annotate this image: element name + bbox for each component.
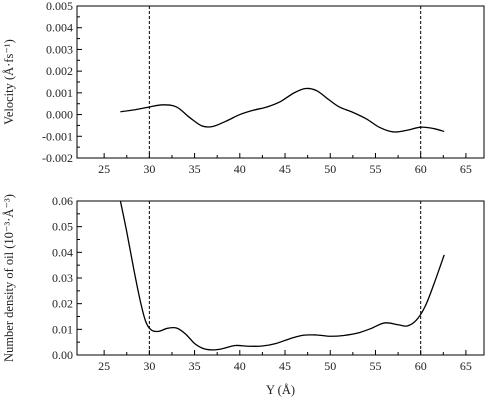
velocity-x-tick-label-3: 40 bbox=[234, 162, 246, 176]
density-series-line bbox=[119, 200, 445, 351]
density-x-tick-label-8: 65 bbox=[460, 359, 472, 373]
velocity-y-tick-label-6: 0.004 bbox=[46, 21, 73, 35]
velocity-x-tick-label-7: 60 bbox=[415, 162, 427, 176]
density-vlines bbox=[148, 201, 422, 355]
velocity-x-tick-label-0: 25 bbox=[98, 162, 110, 176]
density-panel: 25 30 35 40 45 50 55 60 65 0.000.010.020.030.040… bbox=[2, 194, 485, 397]
density-x-tick-label-2: 35 bbox=[189, 359, 201, 373]
density-x-tick-label-6: 55 bbox=[369, 359, 381, 373]
velocity-y-ticks: -0.002 -0.001 0.000 0.001 0.002 0.003 0.004 0.0… bbox=[42, 0, 82, 165]
velocity-y-axis-label: Velocity (Å·fs⁻¹) bbox=[2, 39, 16, 125]
velocity-x-ticks: 25 30 35 40 45 50 55 60 65 bbox=[98, 153, 472, 176]
density-x-ticks: 25 30 35 40 45 50 55 60 65 bbox=[98, 350, 472, 373]
velocity-x-tick-label-4: 45 bbox=[279, 162, 291, 176]
velocity-y-tick-label-0: -0.002 bbox=[42, 151, 73, 165]
velocity-y-tick-label-4: 0.002 bbox=[46, 64, 73, 78]
velocity-plot-frame bbox=[76, 5, 485, 159]
velocity-y-tick-label-3: 0.001 bbox=[46, 86, 73, 100]
density-x-tick-label-0: 25 bbox=[98, 359, 110, 373]
density-x-tick-label-3: 40 bbox=[234, 359, 246, 373]
velocity-x-tick-label-5: 50 bbox=[324, 162, 336, 176]
density-x-tick-label-7: 60 bbox=[415, 359, 427, 373]
velocity-x-tick-label-1: 30 bbox=[143, 162, 155, 176]
density-y-tick-label-5: 0.05 bbox=[52, 220, 73, 234]
density-plot-frame bbox=[76, 200, 485, 356]
velocity-vlines bbox=[148, 6, 422, 158]
velocity-x-tick-label-2: 35 bbox=[189, 162, 201, 176]
density-y-tick-label-6: 0.06 bbox=[52, 194, 73, 208]
density-x-tick-label-5: 50 bbox=[324, 359, 336, 373]
density-y-tick-label-4: 0.04 bbox=[52, 245, 73, 259]
density-x-tick-label-4: 45 bbox=[279, 359, 291, 373]
velocity-x-tick-label-6: 55 bbox=[369, 162, 381, 176]
velocity-y-tick-label-1: -0.001 bbox=[42, 129, 73, 143]
density-y-tick-label-1: 0.01 bbox=[52, 322, 73, 336]
density-x-tick-label-1: 30 bbox=[143, 359, 155, 373]
velocity-x-tick-label-8: 65 bbox=[460, 162, 472, 176]
velocity-y-tick-label-5: 0.003 bbox=[46, 42, 73, 56]
density-x-axis-label: Y (Å) bbox=[266, 383, 295, 397]
velocity-y-tick-label-2: 0.000 bbox=[46, 108, 73, 122]
density-y-tick-label-3: 0.03 bbox=[52, 271, 73, 285]
velocity-y-tick-label-7: 0.005 bbox=[46, 0, 73, 13]
velocity-panel: 25 30 35 40 45 50 55 60 65 -0.002 -0.001 0.000 0.00… bbox=[2, 0, 485, 176]
density-y-tick-label-0: 0.00 bbox=[52, 348, 73, 362]
density-y-ticks: 0.00 0.01 0.02 0.03 0.04 0.05 0.06 bbox=[52, 194, 82, 362]
velocity-series-line bbox=[120, 87, 445, 133]
density-y-tick-label-2: 0.02 bbox=[52, 297, 73, 311]
density-y-axis-label: Number density of oil (10⁻³·Å⁻³) bbox=[2, 194, 16, 362]
